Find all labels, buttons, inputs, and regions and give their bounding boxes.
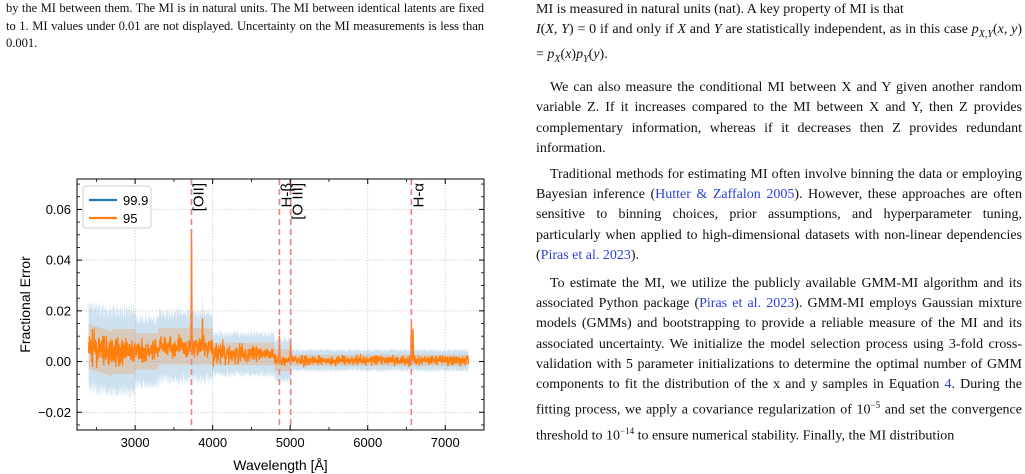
y-axis-label: Fractional Error <box>17 256 33 353</box>
text-mi-nat: MI is measured in natural units (nat). A… <box>536 2 904 17</box>
text-line-top: MI is measured in natural units (nat). A… <box>536 0 1022 20</box>
paragraph-conditional-mi: We can also measure the conditional MI b… <box>536 80 1022 156</box>
ytick-label-2: 0.02 <box>46 303 71 318</box>
text-trad-a: Traditional methods for estimating MI of… <box>536 167 1022 203</box>
right-column: MI is measured in natural units (nat). A… <box>536 0 1022 447</box>
text-trad-b: ). However, these approaches are often s… <box>536 187 1022 263</box>
ytick-label-4: 0.06 <box>46 202 71 217</box>
emission-label-1: H-β <box>278 183 295 208</box>
plot-frame <box>76 178 485 431</box>
fractional-error-figure: [OII] H-β[O III] H-α 3000 4000 5000 6000 7000 −0… <box>17 178 485 473</box>
ytick-label-3: 0.04 <box>46 253 71 268</box>
citation-piras-2[interactable]: Piras et al. 2023 <box>699 296 795 312</box>
left-column: by the MI between them. The MI is in nat… <box>0 0 490 53</box>
text-gmm-d: and set the convergence threshold <box>536 402 1022 444</box>
series-line-95 <box>87 228 470 369</box>
paragraph-traditional-methods: Traditional methods for estimating MI of… <box>536 165 1022 266</box>
xtick-label-3: 6000 <box>353 435 382 450</box>
citation-hutter-zaffalon[interactable]: Hutter & Zaffalon 2005 <box>655 187 795 203</box>
text-gmm-c: . During the fitting process, we apply a… <box>536 377 1023 418</box>
text-cut: to 10 <box>591 428 620 444</box>
exponent-neg5: −5 <box>870 400 881 411</box>
emission-label-3: H-α <box>410 183 427 208</box>
text-gmm-b: ). GMM-MI employs Gaussian mixture model… <box>536 296 1022 393</box>
emission-label-2: [O III] <box>290 183 307 220</box>
ytick-label-0: −0.02 <box>38 405 71 420</box>
paragraph-gmm-mi: To estimate the MI, we utilize the publi… <box>536 274 1022 447</box>
emission-label-0: [OII] <box>191 183 208 211</box>
text-gmm-a: To estimate the MI, we utilize the publi… <box>536 276 1022 312</box>
equation-ref[interactable]: 4 <box>944 377 952 393</box>
xtick-label-4: 7000 <box>431 435 460 450</box>
exponent-neg14: −14 <box>620 426 635 437</box>
legend-label-0: 99.9 <box>123 193 148 208</box>
ytick-label-1: 0.00 <box>46 354 71 369</box>
xtick-label-2: 5000 <box>276 435 305 450</box>
figure-caption: by the MI between them. The MI is in nat… <box>6 1 484 51</box>
text-cut-b: to ensure numerical stability. Finally, … <box>634 428 955 444</box>
citation-piras-1[interactable]: Piras et al. 2023 <box>540 247 631 263</box>
x-axis-label: Wavelength [Å] <box>233 457 327 473</box>
legend-label-1: 95 <box>123 211 137 226</box>
xtick-label-0: 3000 <box>121 435 150 450</box>
legend: 99.9 95 <box>82 185 152 229</box>
text-trad-c: ). <box>630 247 640 263</box>
xtick-label-1: 4000 <box>198 435 227 450</box>
plot-area <box>87 179 470 430</box>
text-independence: I(X, Y) = 0 if and only if X and Y are s… <box>536 22 1023 65</box>
band-99-9 <box>88 257 469 401</box>
